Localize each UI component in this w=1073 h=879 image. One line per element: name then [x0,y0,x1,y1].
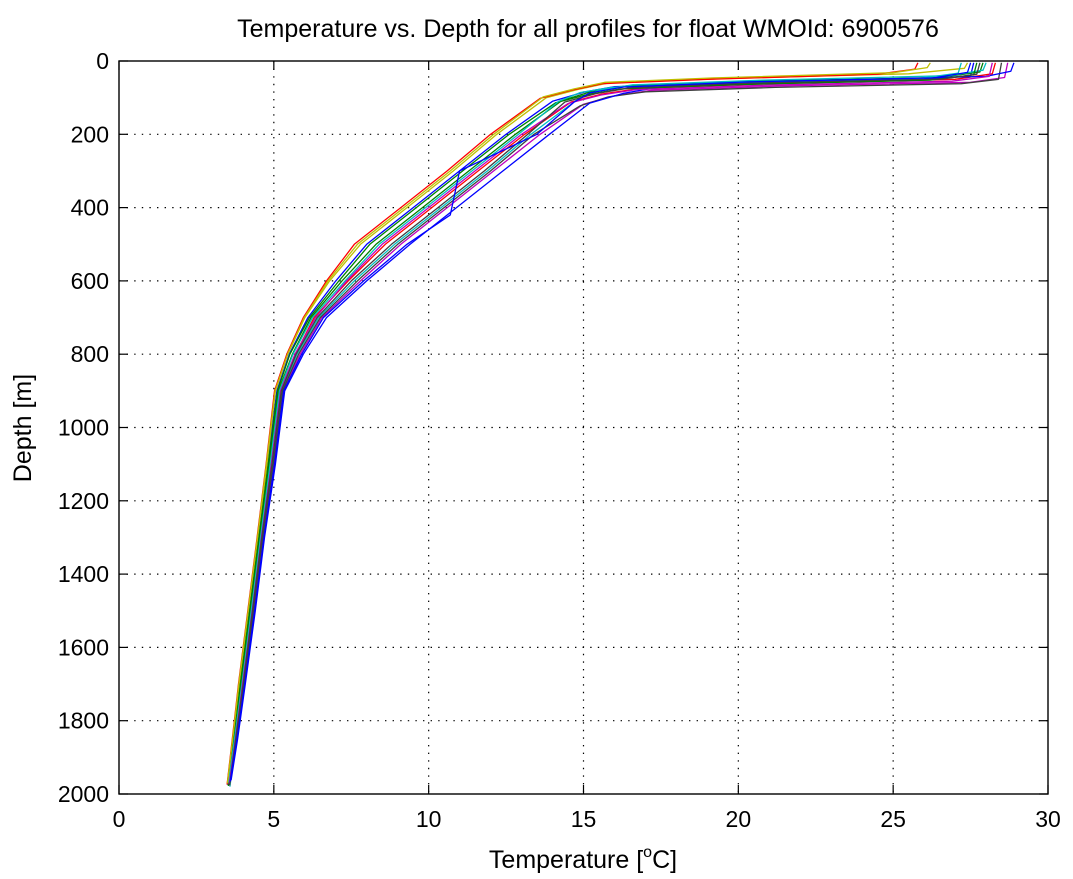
x-tick-label: 30 [1035,806,1061,832]
profile-line [229,62,972,782]
y-tick-label: 1200 [58,488,109,514]
profile-line [226,62,931,784]
x-tick-label: 10 [416,806,442,832]
y-tick-label: 200 [71,121,109,147]
y-tick-label: 2000 [58,781,109,807]
profile-line [228,62,1003,786]
y-tick-label: 1400 [58,561,109,587]
series-layer [226,62,1015,787]
tick-layer: 0 5 10 15 20 25 30 0 200 400 600 800 1000 1200 1400 160… [58,48,1061,832]
x-tick-label: 25 [880,806,906,832]
x-tick-label: 20 [726,806,752,832]
profile-line [228,62,981,786]
y-tick-label: 600 [71,268,109,294]
y-tick-label: 1800 [58,708,109,734]
y-axis-label: Depth [m] [9,374,37,482]
profile-line [227,62,978,786]
x-axis-label-prefix: Temperature [ [489,846,643,874]
y-tick-label: 400 [71,195,109,221]
y-tick-label: 1000 [58,415,109,441]
chart-title: Temperature vs. Depth for all profiles f… [237,15,939,43]
y-tick-label: 1600 [58,634,109,660]
x-axis-label-suffix: C] [652,846,677,874]
x-tick-label: 15 [571,806,597,832]
grid-layer [119,61,1048,794]
x-tick-label: 0 [113,806,126,832]
x-tick-label: 5 [267,806,280,832]
x-axis-label-superscript: o [643,844,652,861]
y-tick-label: 800 [71,341,109,367]
x-axis-label: Temperature [oC] [489,844,677,874]
y-tick-label: 0 [96,48,109,74]
